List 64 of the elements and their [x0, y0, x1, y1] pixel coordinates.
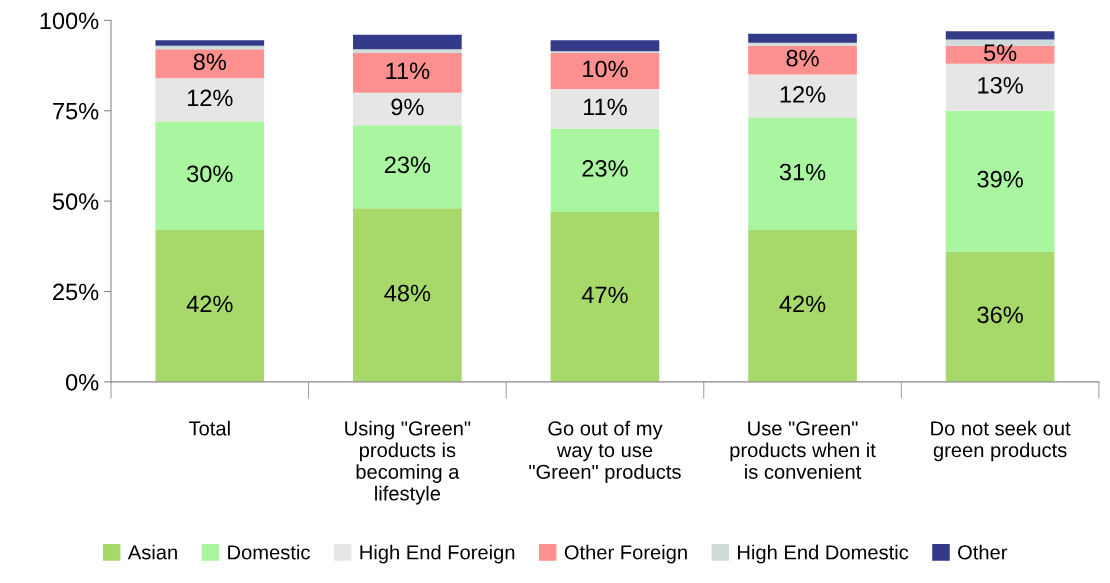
- bar: [155, 40, 265, 46]
- y-tick-label: 0%: [65, 373, 99, 391]
- y-tick-label: 75%: [53, 102, 99, 120]
- bar: [945, 63, 1055, 111]
- legend-label: High End Foreign: [360, 544, 515, 564]
- bar: [748, 42, 857, 46]
- x-tick-label: Total: [188, 420, 230, 436]
- x-tick-label: Use "Green" products when it is convenient: [730, 421, 876, 479]
- bar: [748, 74, 857, 118]
- bar: [550, 40, 660, 52]
- legend-label: Other Foreign: [564, 544, 687, 564]
- data-label: 9%: [391, 98, 424, 116]
- data-label: 48%: [384, 284, 431, 302]
- data-label: 42%: [779, 295, 826, 313]
- bar: [155, 49, 265, 79]
- bar: [155, 78, 265, 122]
- y-tick-label: 50%: [52, 193, 99, 210]
- bar: [945, 251, 1055, 382]
- data-label: 47%: [581, 286, 628, 304]
- bar: [353, 125, 462, 209]
- data-label: 23%: [582, 160, 628, 177]
- x-tick-label: Using "Green" products is becoming a lifestyle: [345, 420, 471, 505]
- data-label: 12%: [187, 89, 233, 107]
- data-label: 11%: [583, 98, 627, 116]
- data-label: 42%: [186, 295, 233, 313]
- bar: [748, 45, 857, 75]
- data-label: 30%: [187, 165, 233, 183]
- data-label: 23%: [384, 156, 431, 174]
- data-label: 39%: [977, 170, 1023, 188]
- data-label: 8%: [193, 53, 227, 71]
- bar: [945, 110, 1055, 252]
- data-label: 31%: [779, 163, 826, 181]
- x-tick-label: Do not seek out green products: [931, 420, 1071, 462]
- bar: [353, 208, 462, 382]
- y-tick-label: 100%: [40, 12, 99, 30]
- bar: [353, 92, 462, 126]
- bar: [155, 230, 265, 382]
- bar: [748, 33, 857, 43]
- legend-label: Asian: [127, 544, 177, 560]
- data-label: 13%: [978, 76, 1023, 94]
- bar: [550, 89, 660, 129]
- data-label: 8%: [786, 49, 819, 67]
- y-tick-label: 25%: [53, 283, 99, 301]
- bar: [353, 34, 462, 50]
- data-label: 11%: [386, 62, 430, 80]
- legend-label: Domestic: [228, 544, 310, 560]
- bar: [353, 52, 462, 93]
- legend-label: High End Domestic: [738, 544, 909, 564]
- bar: [748, 230, 857, 382]
- bar: [353, 49, 462, 53]
- bar: [155, 121, 265, 231]
- bar: [748, 118, 857, 231]
- data-label: 36%: [977, 306, 1023, 324]
- bar: [550, 211, 660, 382]
- data-label: 12%: [780, 85, 826, 103]
- bar: [945, 39, 1055, 46]
- legend-label: Other: [958, 544, 1008, 560]
- bar: [945, 31, 1055, 40]
- data-label: 5%: [983, 44, 1017, 62]
- x-tick-label: Go out of my way to use "Green" products: [529, 420, 681, 483]
- bar: [550, 52, 660, 90]
- bar: [550, 128, 660, 212]
- bar: [945, 45, 1055, 64]
- data-label: 10%: [583, 60, 628, 78]
